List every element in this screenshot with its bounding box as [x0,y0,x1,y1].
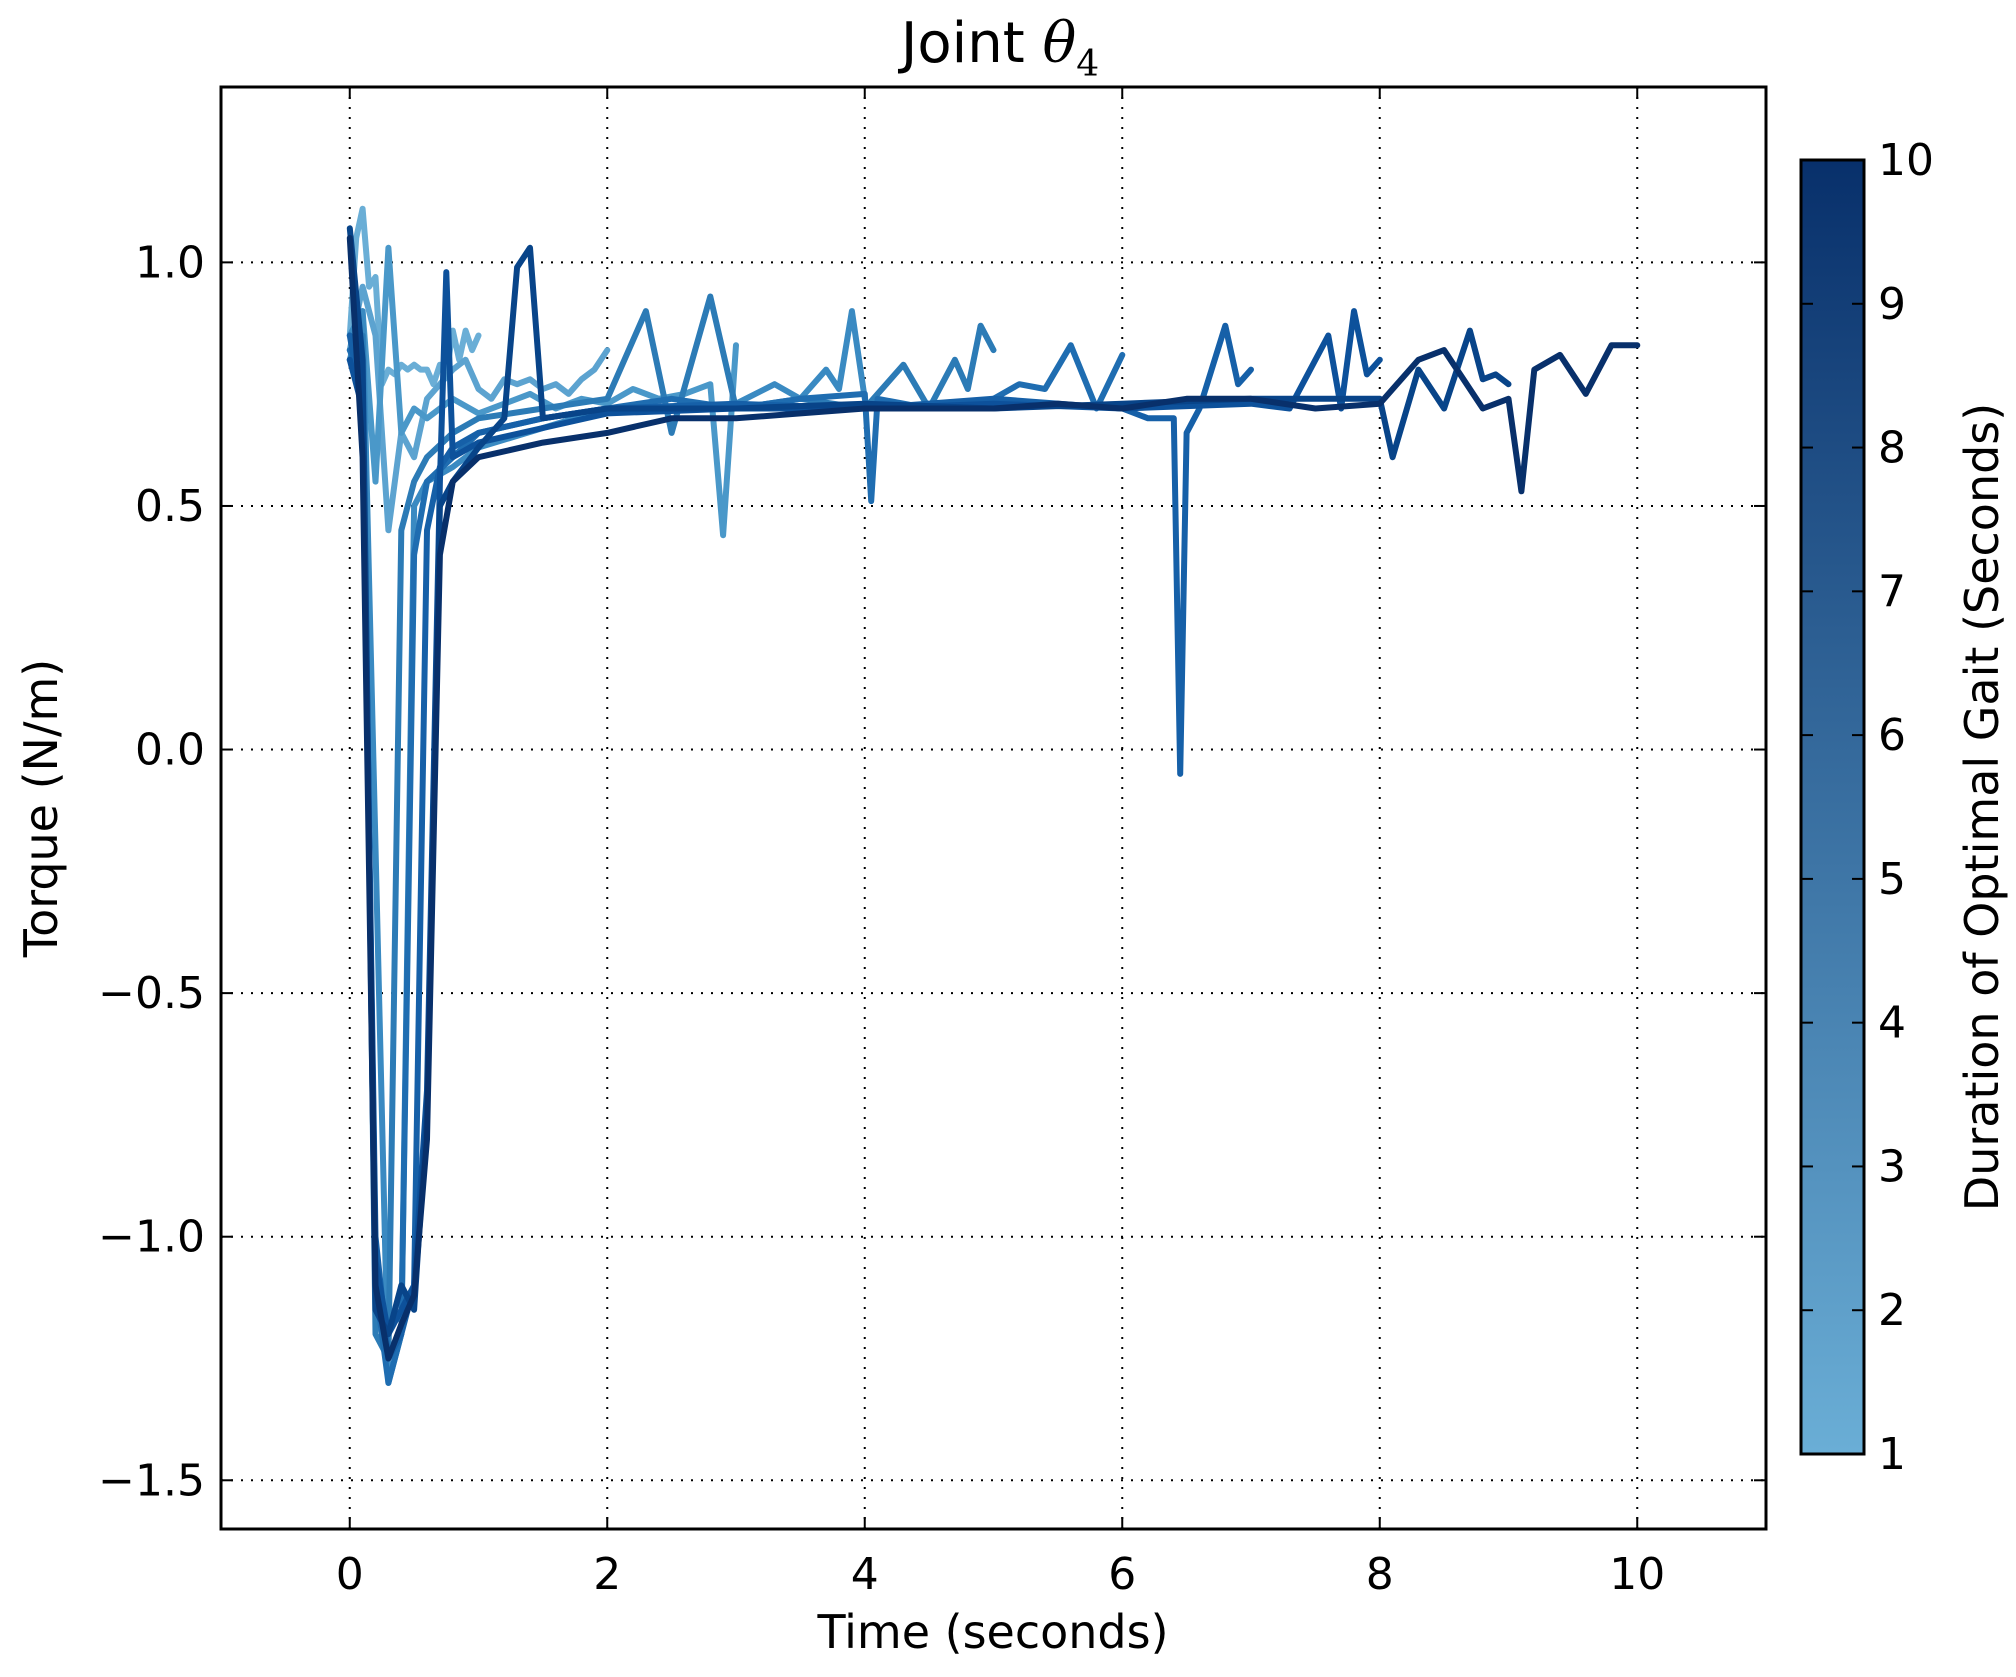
x-tick-label: 4 [851,1549,879,1600]
plot-frame [219,85,1768,1531]
x-tick-label: 0 [336,1549,364,1600]
y-tick-label: −0.5 [98,968,205,1019]
y-tick-label: −1.5 [98,1455,205,1506]
y-axis-label: Torque (N/m) [14,659,68,958]
series-line-duration-10 [346,235,1641,1362]
y-tick-label: 0.0 [135,725,205,776]
series-lines [346,205,1641,1386]
colorbar-tick-label: 3 [1878,1141,1906,1192]
series-line-duration-1 [346,205,482,388]
y-tick-label: 1.0 [135,237,205,288]
colorbar-label: Duration of Optimal Gait (Seconds) [1955,403,2009,1211]
colorbar-tick-label: 1 [1878,1429,1906,1480]
x-tick-label: 2 [593,1549,621,1600]
colorbar-tick-label: 5 [1878,854,1906,905]
colorbar-tick-label: 6 [1878,710,1906,761]
colorbar-ticks: 1 2 3 4 5 6 7 8 9 10 [1801,135,1934,1480]
colorbar-tick-label: 7 [1878,566,1906,617]
colorbar [1799,158,1866,1456]
colorbar-tick-label: 9 [1878,279,1906,330]
x-tick-label: 10 [1609,1549,1665,1600]
y-tick-label: −1.0 [98,1212,205,1263]
chart-title: Joint θ4 [898,11,1099,85]
x-tick-label: 6 [1108,1549,1136,1600]
x-axis-label: Time (seconds) [816,1605,1168,1659]
colorbar-tick-label: 2 [1878,1285,1906,1336]
series-line-duration-2 [346,283,611,534]
series-line-duration-7 [346,322,1254,1362]
series-line-duration-5 [346,293,997,1362]
axis-ticks: 0 2 4 6 8 10 −1.5 −1.0 −0.5 0.0 0.5 1.0 [98,87,1766,1600]
colorbar-tick-label: 10 [1878,135,1934,186]
series-line-duration-8 [346,269,1383,1338]
series-line-duration-6 [346,342,1126,1386]
colorbar-tick-label: 4 [1878,998,1906,1049]
x-tick-label: 8 [1366,1549,1394,1600]
colorbar-tick-label: 8 [1878,423,1906,474]
y-tick-label: 0.5 [135,481,205,532]
series-line-duration-9 [346,225,1512,1338]
grid-lines [221,87,1766,1529]
